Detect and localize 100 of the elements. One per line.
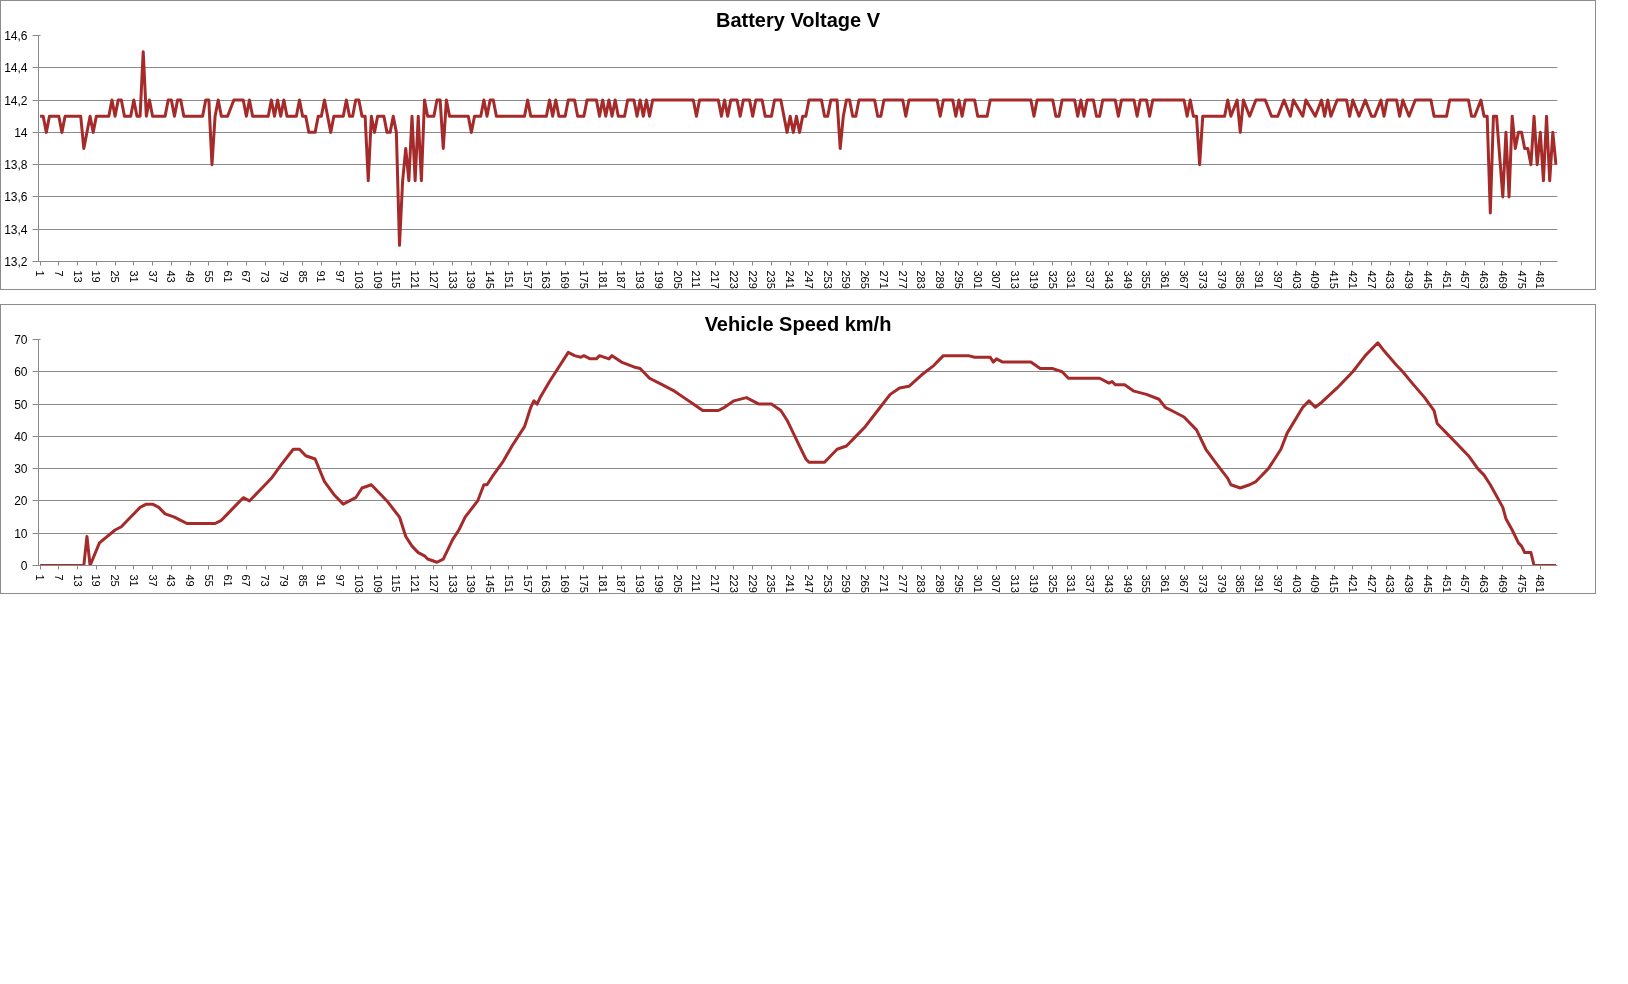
x-tick-label: 367 (1178, 574, 1190, 593)
x-tick-label: 187 (615, 270, 628, 289)
x-tick-label: 25 (109, 270, 122, 283)
y-tick-label: 30 (14, 462, 28, 477)
x-tick-label: 109 (371, 574, 384, 593)
x-tick-label: 427 (1365, 574, 1378, 593)
y-tick-label: 14,6 (4, 29, 28, 43)
x-tick-label: 85 (296, 270, 309, 283)
y-tick-label: 20 (14, 494, 28, 509)
x-tick-label: 295 (952, 270, 965, 289)
x-tick-label: 457 (1459, 270, 1472, 289)
x-tick-label: 133 (446, 270, 459, 289)
x-tick-label: 31 (127, 574, 140, 587)
x-tick-label: 115 (390, 574, 403, 593)
x-tick-label: 163 (540, 574, 553, 593)
x-tick-label: 37 (146, 270, 159, 283)
x-tick-label: 445 (1421, 574, 1434, 593)
x-tick-label: 325 (1046, 270, 1059, 289)
x-tick-label: 187 (615, 574, 628, 593)
x-tick-label: 67 (240, 270, 253, 283)
x-tick-label: 433 (1384, 574, 1397, 593)
x-tick-label: 61 (221, 270, 234, 283)
x-tick-label: 145 (484, 270, 497, 289)
x-tick-label: 247 (802, 270, 815, 289)
x-tick-label: 229 (746, 574, 759, 593)
x-tick-label: 127 (427, 270, 440, 289)
x-tick-label: 259 (840, 270, 853, 289)
y-tick-label: 13,8 (4, 158, 28, 173)
y-tick-label: 70 (14, 333, 28, 347)
x-tick-label: 259 (840, 574, 853, 593)
x-tick-label: 475 (1515, 574, 1528, 593)
x-tick-label: 343 (1102, 270, 1115, 289)
x-tick-label: 223 (727, 574, 740, 593)
x-tick-label: 343 (1102, 574, 1115, 593)
y-tick-label: 14,4 (4, 61, 28, 76)
x-tick-label: 115 (390, 270, 403, 289)
x-tick-label: 145 (484, 574, 497, 593)
x-tick-label: 121 (409, 270, 422, 289)
x-tick-label: 409 (1309, 574, 1322, 593)
x-tick-label: 163 (540, 270, 553, 289)
x-tick-label: 73 (259, 270, 272, 283)
x-tick-label: 283 (915, 574, 928, 593)
x-tick-label: 157 (521, 574, 534, 593)
x-tick-label: 211 (690, 574, 703, 593)
line-series (38, 50, 1558, 247)
x-tick-label: 265 (859, 574, 872, 593)
x-tick-label: 169 (559, 270, 572, 289)
x-tick-label: 235 (765, 270, 778, 289)
x-tick-label: 1 (34, 270, 47, 277)
y-tick-label: 13,4 (4, 222, 28, 237)
x-tick-label: 49 (184, 270, 197, 283)
chart-title: Battery Voltage V (715, 8, 881, 31)
x-tick-label: 181 (596, 270, 609, 289)
x-tick-label: 451 (1440, 270, 1453, 289)
x-tick-label: 91 (315, 270, 328, 283)
x-tick-label: 319 (1027, 574, 1040, 593)
x-tick-label: 325 (1046, 574, 1059, 593)
x-tick-label: 241 (784, 270, 797, 289)
x-tick-label: 451 (1440, 574, 1453, 593)
x-tick-label: 361 (1159, 270, 1172, 289)
x-tick-label: 337 (1084, 270, 1097, 289)
x-tick-label: 217 (709, 270, 722, 289)
x-tick-label: 181 (596, 574, 609, 593)
x-tick-label: 19 (90, 270, 103, 283)
x-tick-label: 7 (52, 574, 65, 581)
x-tick-label: 397 (1271, 270, 1284, 289)
x-tick-label: 235 (765, 574, 778, 593)
x-tick-label: 475 (1515, 270, 1528, 289)
x-tick-label: 301 (971, 574, 984, 593)
x-tick-label: 427 (1365, 270, 1378, 289)
x-tick-label: 295 (952, 574, 965, 593)
x-tick-label: 379 (1215, 574, 1228, 593)
x-tick-label: 199 (652, 270, 665, 289)
y-tick-label: 14 (14, 125, 28, 140)
x-tick-label: 415 (1328, 574, 1341, 593)
x-tick-label: 157 (521, 270, 534, 289)
x-tick-label: 223 (727, 270, 740, 289)
x-tick-label: 313 (1009, 574, 1022, 593)
x-tick-label: 331 (1065, 574, 1078, 593)
x-tick-label: 67 (240, 574, 253, 587)
x-tick-label: 139 (465, 270, 478, 289)
y-tick-label: 40 (14, 429, 28, 444)
x-tick-label: 265 (859, 270, 872, 289)
x-tick-label: 481 (1534, 574, 1547, 593)
x-tick-label: 445 (1421, 270, 1434, 289)
x-tick-label: 379 (1215, 270, 1228, 289)
x-tick-label: 169 (559, 574, 572, 593)
x-tick-label: 133 (446, 574, 459, 593)
x-tick-label: 463 (1478, 270, 1491, 289)
x-tick-label: 217 (709, 574, 722, 593)
x-tick-label: 103 (352, 574, 365, 593)
x-tick-label: 349 (1121, 574, 1134, 593)
x-tick-label: 331 (1065, 270, 1078, 289)
x-tick-label: 469 (1496, 574, 1509, 593)
y-tick-label: 13,2 (4, 255, 28, 269)
x-tick-label: 79 (277, 270, 290, 283)
x-tick-label: 43 (165, 574, 178, 587)
x-tick-label: 337 (1084, 574, 1097, 593)
x-tick-label: 463 (1478, 574, 1491, 593)
x-tick-label: 49 (184, 574, 197, 587)
